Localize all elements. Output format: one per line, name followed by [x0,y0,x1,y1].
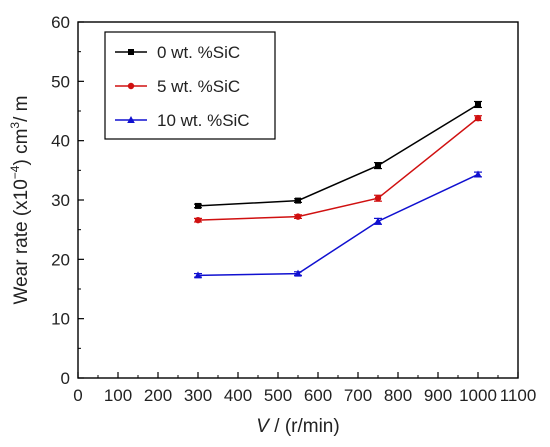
x-tick-label: 400 [224,386,252,405]
y-axis-mid: ) cm [11,129,32,166]
x-tick-label: 800 [384,386,412,405]
x-axis-variable: V [256,416,271,437]
y-tick-label: 0 [61,369,70,388]
y-tick-label: 40 [51,132,70,151]
x-tick-label: 900 [424,386,452,405]
series-line [197,117,479,221]
x-tick-label: 100 [104,386,132,405]
x-tick-label: 1000 [459,386,497,405]
legend-label: 5 wt. %SiC [157,77,240,96]
series-1 [194,100,482,209]
y-tick-label: 10 [51,310,70,329]
legend-marker [127,82,135,90]
data-point [195,202,201,209]
series-layer [194,100,482,279]
y-axis-title: Wear rate (x10−4) cm3/ m [8,95,32,304]
data-point [475,101,481,108]
series-2 [194,114,482,224]
data-point [194,271,202,279]
data-point [294,213,302,220]
y-tick-label: 50 [51,72,70,91]
plot-frame [77,21,519,379]
x-tick-label: 0 [73,386,82,405]
y-axis-exponent: −4 [8,165,22,179]
series-line [197,103,479,207]
x-tick-label: 1100 [500,386,537,405]
x-tick-label: 700 [344,386,372,405]
y-axis-exponent-2: 3 [8,122,22,129]
y-tick-label: 60 [51,13,70,32]
y-tick-label: 20 [51,250,70,269]
data-point [375,162,381,169]
x-tick-label: 300 [184,386,212,405]
data-point [194,216,202,224]
data-point [294,269,302,277]
x-tick-label: 200 [144,386,172,405]
data-point [474,170,482,178]
data-point [374,217,382,225]
x-axis-unit: / (r/min) [269,416,340,437]
y-axis-suffix: / m [11,95,32,121]
x-tick-label: 600 [304,386,332,405]
series-line [197,173,479,277]
series-3 [194,170,482,279]
y-axis-prefix: Wear rate (x10 [11,179,32,304]
legend-marker [127,116,135,123]
data-point [295,197,301,204]
y-tick-label: 30 [51,191,70,210]
legend-label: 0 wt. %SiC [157,43,240,62]
legend-marker [128,49,134,55]
legend-label: 10 wt. %SiC [157,111,250,130]
ticks-layer: 0 100 200 300 400 500 600 700 800 900 1000 1100 0 10 2… [51,13,536,405]
data-point [374,195,382,202]
legend: 0 wt. %SiC 5 wt. %SiC 10 wt. %SiC [104,31,276,140]
x-tick-label: 500 [264,386,292,405]
x-axis-title: V / (r/min) [256,416,339,437]
data-point [474,114,482,122]
